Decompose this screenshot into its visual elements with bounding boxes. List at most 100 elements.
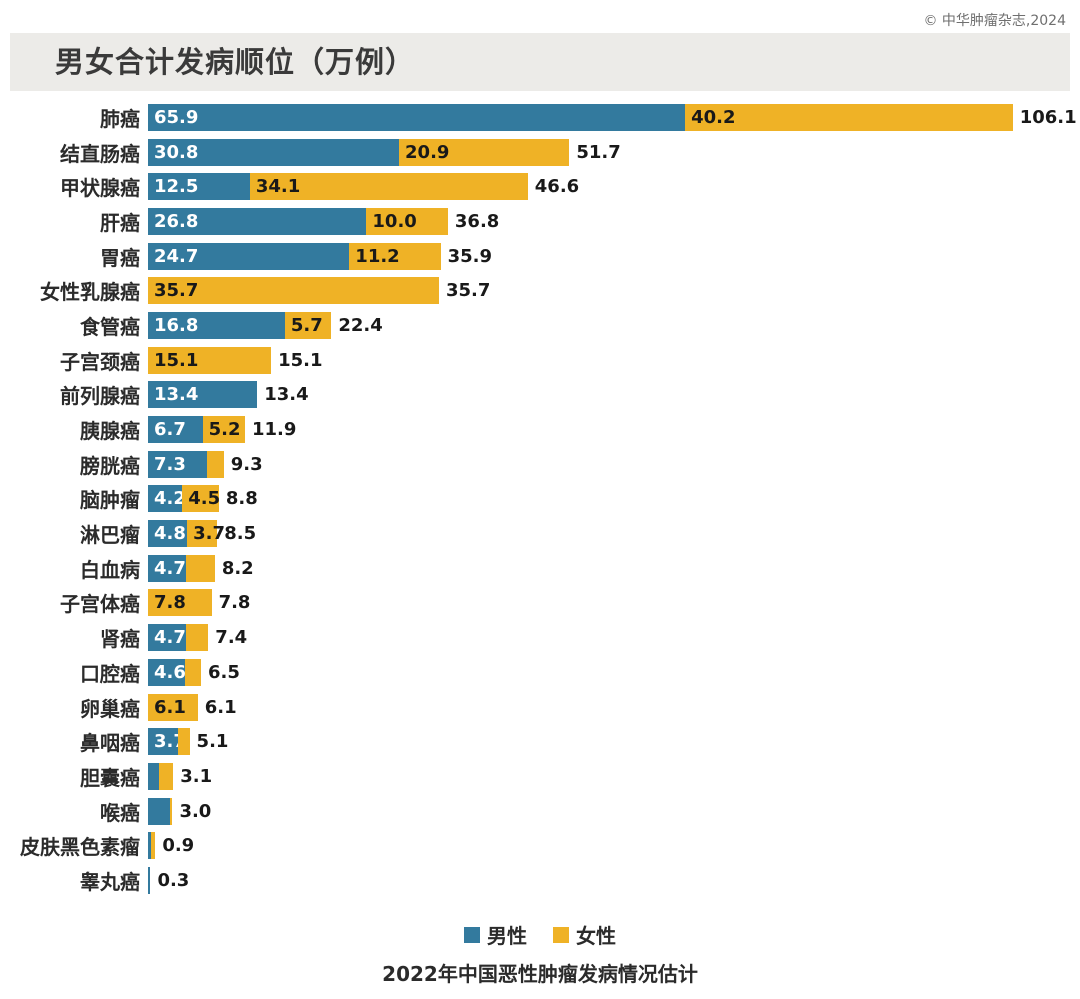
female-bar-segment: [186, 554, 215, 582]
stacked-bar: 24.7 11.2 35.9: [148, 242, 492, 270]
female-bar-segment: 5.2: [202, 416, 245, 444]
stacked-bar: 30.8 20.9 51.7: [148, 138, 621, 166]
total-value-label: 6.5: [207, 661, 240, 683]
male-value-label: 4.8: [154, 523, 186, 545]
stacked-bar: 7.8 7.8: [148, 589, 251, 617]
stacked-bar: 35.7 35.7: [148, 277, 490, 305]
female-bar-segment: 3.7: [187, 520, 225, 548]
male-value-label: 12.5: [154, 176, 199, 198]
stacked-bar-chart: 肺癌 65.9 40.2 106.1 结直肠癌 30.8 20.9 51.7 甲状腺癌 12.5 3…: [0, 100, 1080, 898]
male-value-label: 4.2: [154, 488, 186, 510]
chart-row: 白血病 4.7 8.2: [0, 551, 1080, 586]
chart-row: 胃癌 24.7 11.2 35.9: [0, 239, 1080, 274]
female-bar-segment: 5.7: [284, 311, 332, 339]
total-value-label: 0.9: [162, 835, 195, 857]
male-value-label: 13.4: [154, 384, 199, 406]
male-value-label: 65.9: [154, 106, 199, 128]
chart-row: 鼻咽癌 3.7 5.1: [0, 724, 1080, 759]
total-value-label: 7.8: [218, 592, 251, 614]
chart-row: 子宫体癌 7.8 7.8: [0, 586, 1080, 621]
chart-legend: 男性 女性: [0, 920, 1080, 949]
total-value-label: 106.1: [1019, 106, 1077, 128]
category-label: 食管癌: [80, 314, 140, 339]
total-value-label: 3.1: [180, 765, 213, 787]
category-label: 子宫颈癌: [60, 349, 140, 374]
female-bar-segment: 4.5: [182, 485, 221, 513]
female-bar-segment: 20.9: [399, 138, 570, 166]
category-label: 喉癌: [100, 800, 140, 825]
total-value-label: 22.4: [338, 314, 383, 336]
male-bar-segment: 3.7: [148, 728, 186, 756]
total-value-label: 35.9: [447, 245, 492, 267]
male-value-label: 7.3: [154, 453, 186, 475]
female-bar-segment: [186, 624, 209, 652]
chart-row: 肺癌 65.9 40.2 106.1: [0, 100, 1080, 135]
stacked-bar: 0.3: [148, 866, 190, 894]
male-value-label: 24.7: [154, 245, 199, 267]
stacked-bar: 4.7 8.2: [148, 554, 254, 582]
female-bar-segment: [185, 658, 201, 686]
category-label: 脑肿瘤: [80, 488, 140, 513]
stacked-bar: 3.1: [148, 762, 213, 790]
category-label: 女性乳腺癌: [40, 280, 140, 305]
chart-row: 肾癌 4.7 7.4: [0, 620, 1080, 655]
male-bar-segment: 4.7: [148, 554, 187, 582]
category-label: 皮肤黑色素瘤: [20, 835, 140, 860]
total-value-label: 6.1: [204, 696, 237, 718]
female-bar-segment: 11.2: [349, 242, 441, 270]
male-bar-segment: 24.7: [148, 242, 350, 270]
legend-item-female: 女性: [553, 920, 616, 949]
category-label: 胃癌: [100, 245, 140, 270]
male-bar-segment: 13.4: [148, 381, 258, 409]
total-value-label: 13.4: [264, 384, 309, 406]
female-value-label: 40.2: [691, 106, 736, 128]
chart-row: 膀胱癌 7.3 9.3: [0, 447, 1080, 482]
total-value-label: 0.3: [157, 869, 190, 891]
category-label: 口腔癌: [80, 661, 140, 686]
female-bar-segment: [159, 762, 174, 790]
female-value-label: 7.8: [154, 592, 186, 614]
female-bar-segment: [151, 832, 156, 860]
total-value-label: 46.6: [534, 176, 580, 198]
female-value-label: 35.7: [154, 280, 199, 302]
male-legend-swatch: [464, 926, 480, 943]
category-label: 白血病: [80, 557, 140, 582]
chart-row: 淋巴瘤 4.8 3.7 8.5: [0, 516, 1080, 551]
male-bar-segment: [148, 866, 151, 894]
male-value-label: 3.7: [154, 731, 186, 753]
category-label: 胰腺癌: [80, 419, 140, 444]
male-bar-segment: 7.3: [148, 450, 208, 478]
chart-title-banner: 男女合计发病顺位（万例）: [10, 33, 1070, 91]
male-bar-segment: [148, 797, 170, 825]
total-value-label: 15.1: [278, 349, 323, 371]
stacked-bar: 65.9 40.2 106.1: [148, 103, 1077, 131]
female-value-label: 4.5: [188, 488, 221, 510]
female-bar-segment: 35.7: [148, 277, 439, 305]
chart-row: 肝癌 26.8 10.0 36.8: [0, 204, 1080, 239]
female-bar-segment: 34.1: [249, 173, 528, 201]
male-value-label: 4.7: [154, 557, 186, 579]
chart-row: 睾丸癌 0.3: [0, 863, 1080, 898]
chart-row: 脑肿瘤 4.2 4.5 8.8: [0, 482, 1080, 517]
total-value-label: 7.4: [215, 627, 248, 649]
male-bar-segment: 12.5: [148, 173, 250, 201]
total-value-label: 8.2: [221, 557, 254, 579]
male-bar-segment: 16.8: [148, 311, 285, 339]
copyright-text: © 中华肿瘤杂志,2024: [923, 13, 1066, 29]
category-label: 肝癌: [100, 210, 140, 235]
category-label: 胆囊癌: [80, 765, 140, 790]
total-value-label: 8.8: [225, 488, 258, 510]
total-value-label: 51.7: [576, 141, 621, 163]
female-bar-segment: 6.1: [148, 693, 198, 721]
chart-row: 口腔癌 4.6 6.5: [0, 655, 1080, 690]
chart-row: 胰腺癌 6.7 5.2 11.9: [0, 412, 1080, 447]
total-value-label: 8.5: [224, 523, 257, 545]
chart-title: 男女合计发病顺位（万例）: [55, 45, 416, 79]
stacked-bar: 7.3 9.3: [148, 450, 263, 478]
female-value-label: 34.1: [255, 176, 301, 198]
chart-row: 胆囊癌 3.1: [0, 759, 1080, 794]
female-bar-segment: 40.2: [685, 103, 1013, 131]
female-value-label: 5.7: [290, 314, 323, 336]
female-legend-label: 女性: [576, 924, 616, 948]
category-label: 膀胱癌: [80, 453, 140, 478]
